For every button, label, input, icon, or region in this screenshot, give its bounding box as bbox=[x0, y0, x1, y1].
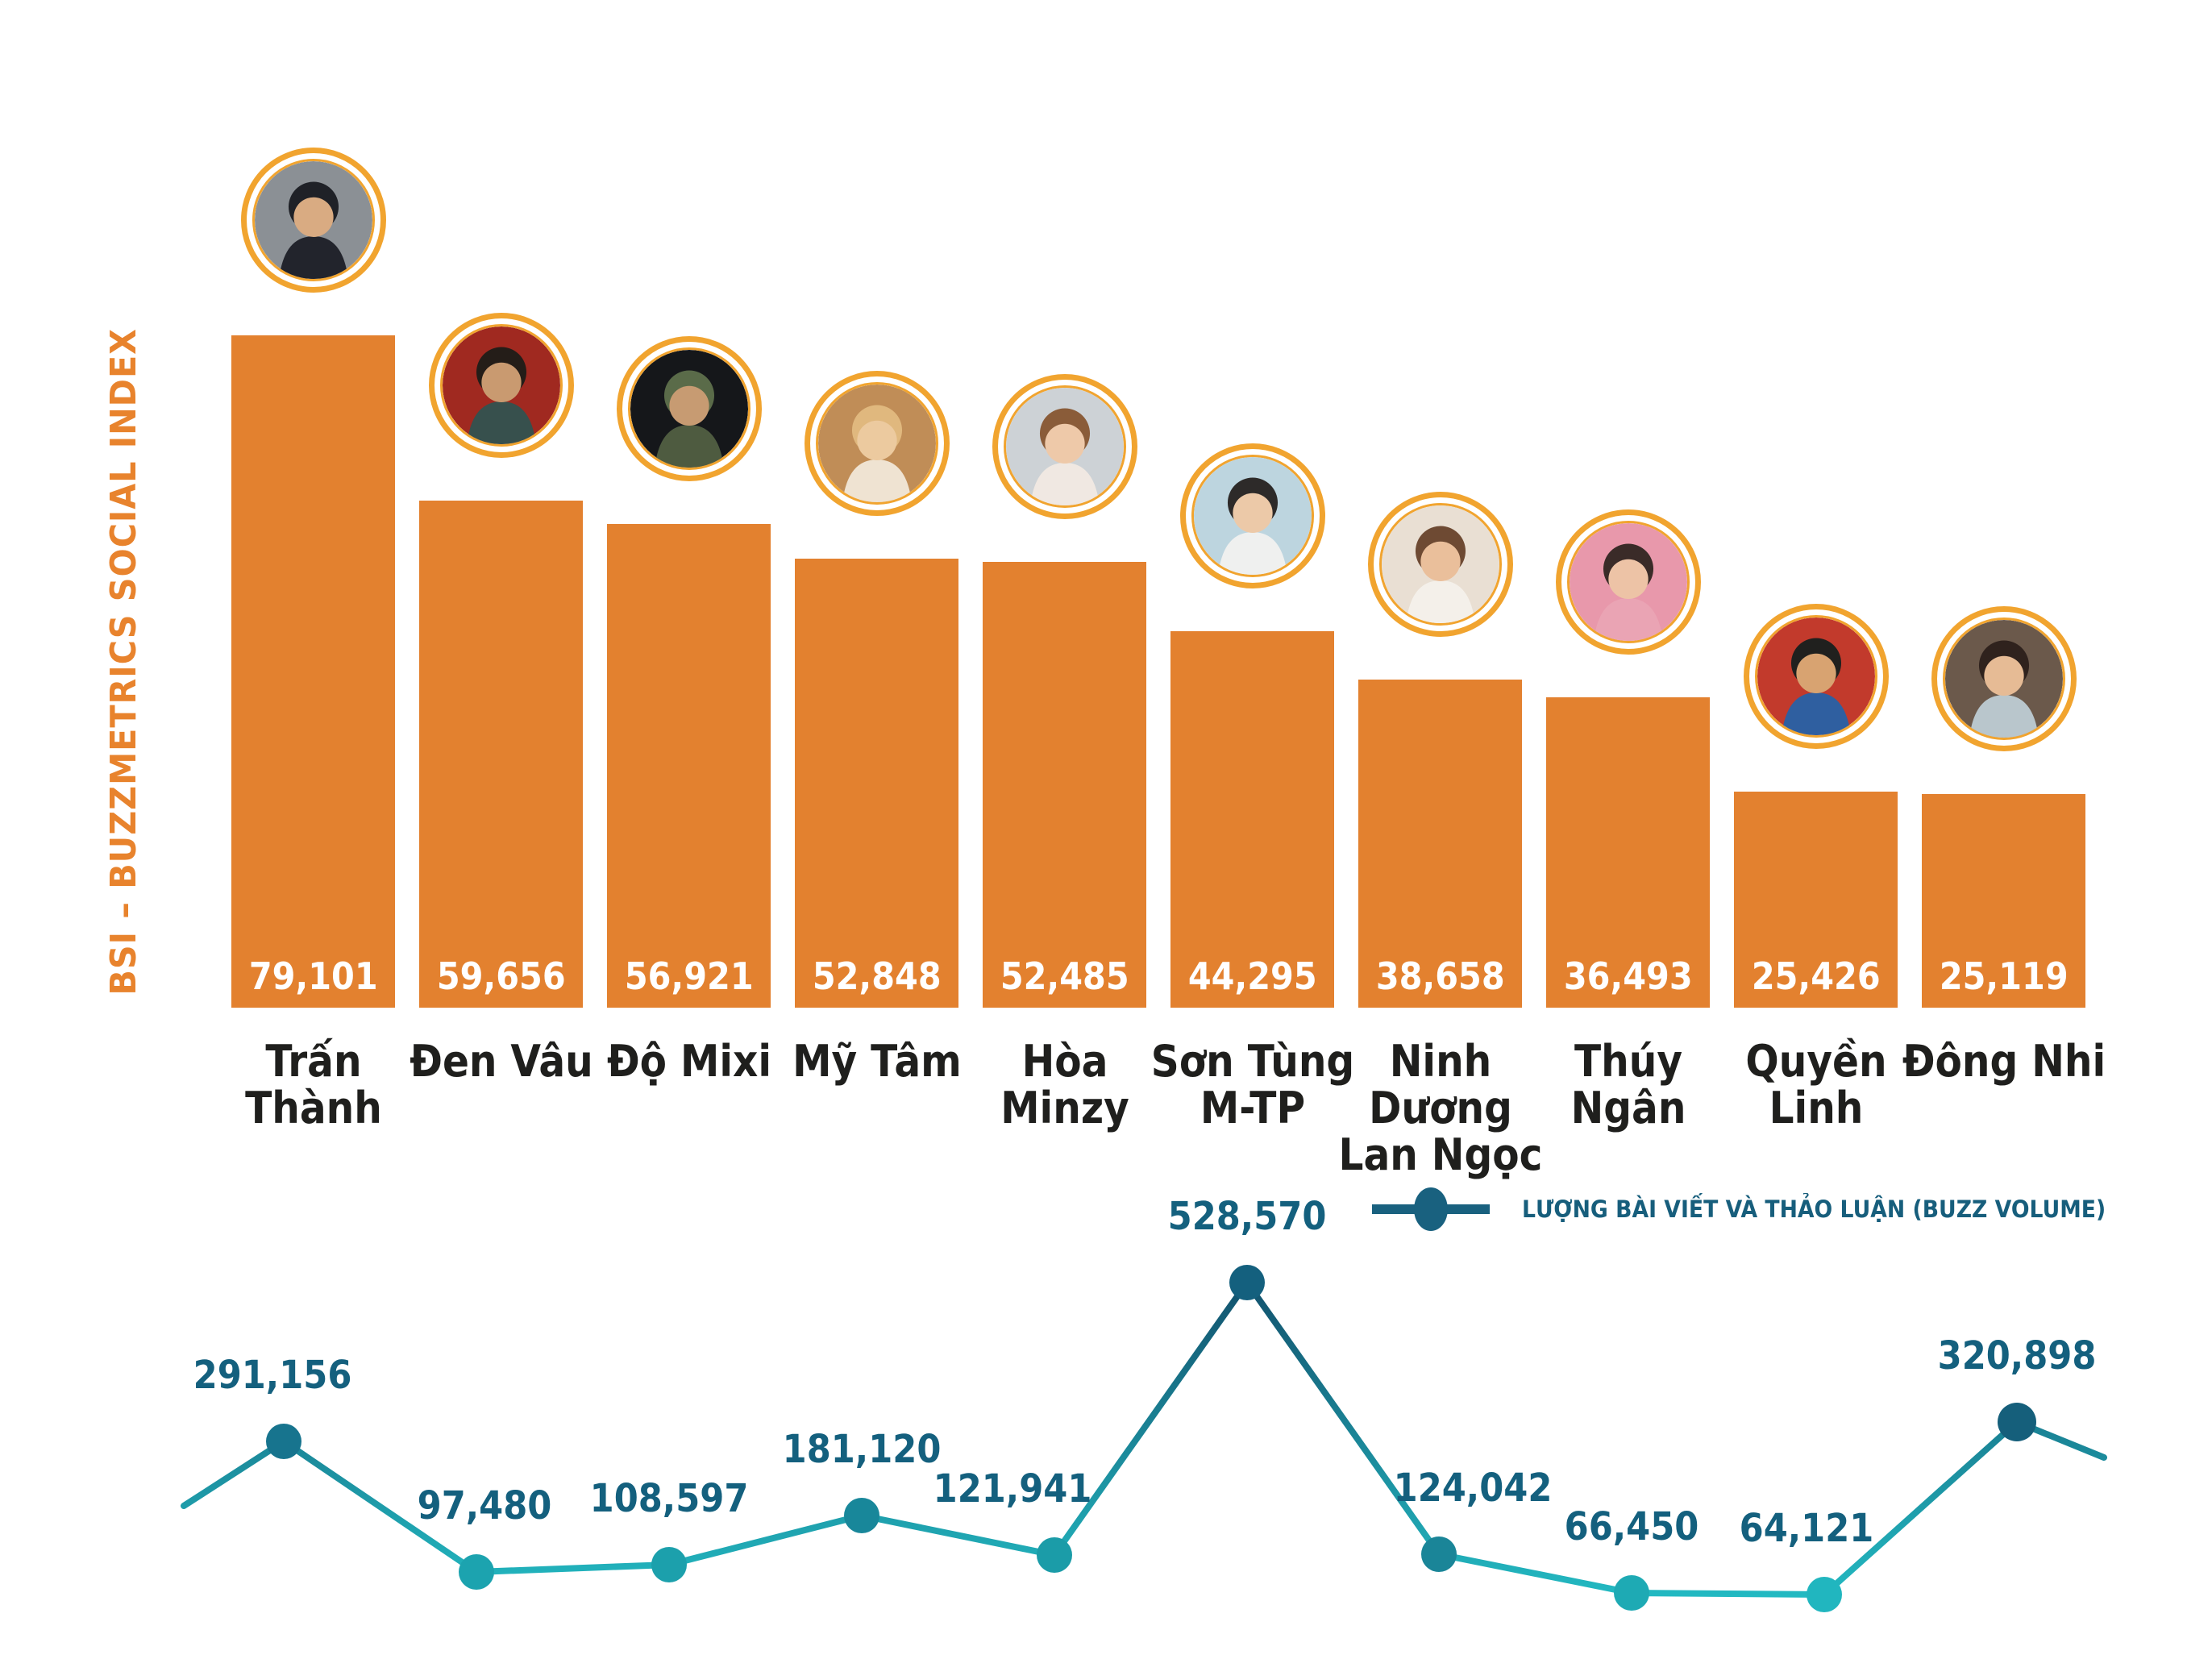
buzz-value: 97,480 bbox=[418, 1483, 552, 1528]
buzz-value: 64,121 bbox=[1740, 1506, 1874, 1551]
person-name: Đông Nhi bbox=[1902, 1036, 2106, 1087]
avatar bbox=[992, 374, 1137, 519]
buzz-point bbox=[1037, 1537, 1072, 1573]
avatar-photo bbox=[439, 324, 563, 447]
buzz-value: 121,941 bbox=[933, 1466, 1092, 1512]
avatar bbox=[428, 313, 574, 458]
bsi-value: 25,119 bbox=[1939, 954, 2069, 998]
avatar-photo bbox=[1754, 615, 1877, 738]
bsi-value: 38,658 bbox=[1375, 954, 1505, 998]
person-name: Hòa Minzy bbox=[1000, 1036, 1129, 1133]
bsi-value: 36,493 bbox=[1563, 954, 1693, 998]
bsi-value: 44,295 bbox=[1187, 954, 1317, 998]
bsi-bar: 52,485 bbox=[983, 562, 1146, 1008]
buzz-value: 108,597 bbox=[590, 1476, 749, 1521]
avatar-photo bbox=[1003, 385, 1126, 508]
avatar-photo bbox=[1378, 503, 1502, 626]
bsi-value: 56,921 bbox=[624, 954, 754, 998]
avatar bbox=[1367, 492, 1513, 637]
person-name: Đen Vâu bbox=[409, 1036, 593, 1087]
avatar bbox=[240, 148, 386, 293]
person-name: Ninh Dương Lan Ngọc bbox=[1338, 1036, 1542, 1180]
bsi-bar: 56,921 bbox=[607, 524, 771, 1008]
avatar-photo bbox=[1191, 455, 1314, 577]
bsi-value: 59,656 bbox=[436, 954, 566, 998]
buzz-point bbox=[1998, 1403, 2036, 1441]
bsi-bar: 79,101 bbox=[231, 335, 395, 1008]
bsi-value: 79,101 bbox=[248, 954, 378, 998]
bsi-value: 25,426 bbox=[1751, 954, 1881, 998]
buzz-point bbox=[1229, 1265, 1265, 1300]
avatar bbox=[1931, 606, 2077, 751]
buzz-value: 320,898 bbox=[1938, 1333, 2097, 1378]
avatar bbox=[1179, 443, 1325, 588]
bsi-bar: 59,656 bbox=[419, 501, 583, 1008]
person-silhouette-icon bbox=[817, 385, 936, 502]
buzz-value: 124,042 bbox=[1394, 1466, 1553, 1511]
bsi-bar: 36,493 bbox=[1546, 697, 1710, 1008]
person-silhouette-icon bbox=[254, 161, 372, 279]
legend-label: LƯỢNG BÀI VIẾT VÀ THẢO LUẬN (BUZZ VOLUME… bbox=[1522, 1196, 2106, 1223]
person-name: Độ Mixi bbox=[606, 1036, 771, 1087]
person-name: Thúy Ngân bbox=[1570, 1036, 1686, 1133]
avatar bbox=[1555, 509, 1701, 655]
person-silhouette-icon bbox=[1193, 457, 1312, 575]
avatar-photo bbox=[1566, 521, 1690, 643]
legend: LƯỢNG BÀI VIẾT VÀ THẢO LUẬN (BUZZ VOLUME… bbox=[1370, 1183, 2156, 1235]
avatar-photo bbox=[252, 159, 375, 281]
buzz-value: 66,450 bbox=[1565, 1504, 1699, 1549]
person-name: Mỹ Tâm bbox=[792, 1036, 962, 1087]
bsi-value: 52,848 bbox=[812, 954, 942, 998]
buzz-point bbox=[266, 1424, 301, 1459]
buzz-value: 528,570 bbox=[1168, 1194, 1327, 1239]
buzz-point bbox=[459, 1554, 494, 1590]
person-silhouette-icon bbox=[1381, 505, 1499, 623]
avatar-photo bbox=[1942, 618, 2065, 740]
person-silhouette-icon bbox=[1005, 388, 1124, 505]
bsi-bar: 25,426 bbox=[1734, 792, 1898, 1008]
bsi-bar: 52,848 bbox=[795, 559, 958, 1008]
buzz-point bbox=[1807, 1577, 1842, 1612]
avatar bbox=[616, 336, 762, 481]
buzz-point bbox=[1614, 1575, 1649, 1611]
avatar bbox=[804, 371, 950, 516]
bsi-bar: 25,119 bbox=[1922, 794, 2085, 1008]
person-silhouette-icon bbox=[1944, 620, 2063, 738]
legend-marker-icon bbox=[1372, 1187, 1490, 1231]
buzz-point bbox=[651, 1547, 687, 1582]
person-name: Quyền Linh bbox=[1744, 1036, 1887, 1133]
buzz-point bbox=[1421, 1536, 1457, 1572]
avatar-photo bbox=[815, 382, 938, 505]
buzz-point bbox=[844, 1498, 879, 1533]
bsi-bar: 38,658 bbox=[1358, 680, 1522, 1008]
buzz-value: 291,156 bbox=[193, 1353, 352, 1398]
person-name: Sơn Tùng M-TP bbox=[1150, 1036, 1354, 1133]
person-silhouette-icon bbox=[1569, 523, 1687, 641]
person-silhouette-icon bbox=[1757, 618, 1875, 735]
bsi-value: 52,485 bbox=[1000, 954, 1129, 998]
person-name: Trấn Thành bbox=[244, 1036, 382, 1133]
buzz-value: 181,120 bbox=[783, 1427, 942, 1472]
bsi-bar: 44,295 bbox=[1170, 631, 1334, 1008]
buzz-line bbox=[181, 1279, 2107, 1598]
person-silhouette-icon bbox=[630, 350, 748, 468]
avatar-photo bbox=[627, 347, 750, 470]
person-silhouette-icon bbox=[442, 326, 560, 444]
avatar bbox=[1743, 604, 1889, 749]
